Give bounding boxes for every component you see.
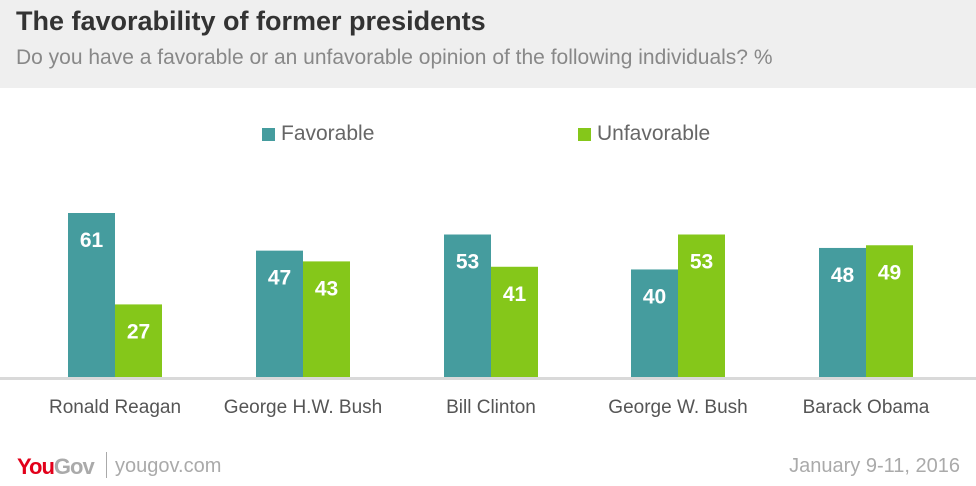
data-label: 53 [456, 251, 479, 274]
data-label: 53 [690, 251, 713, 274]
bar-unfavorable [491, 266, 538, 377]
legend-favorable: Favorable [262, 122, 374, 146]
data-label: 48 [831, 264, 855, 287]
bar-favorable [68, 213, 115, 377]
header: The favorability of former presidents Do… [0, 0, 976, 88]
bar-favorable [819, 247, 866, 377]
page-title: The favorability of former presidents [16, 6, 486, 36]
bar-favorable [631, 269, 678, 377]
divider [106, 452, 107, 478]
legend-swatch-favorable [262, 127, 275, 141]
legend-unfavorable: Unfavorable [578, 122, 710, 146]
legend-label: Unfavorable [597, 122, 711, 145]
legend-label: Favorable [281, 122, 375, 145]
category-label: George H.W. Bush [224, 397, 382, 418]
data-label: 49 [878, 261, 901, 284]
category-label: Barack Obama [803, 397, 930, 418]
x-axis [0, 377, 976, 380]
site-url[interactable]: yougov.com [115, 455, 222, 477]
category-label: Ronald Reagan [49, 397, 181, 418]
subtitle: Do you have a favorable or an unfavorabl… [16, 46, 773, 69]
category-label: Bill Clinton [446, 397, 536, 418]
data-label: 41 [503, 283, 527, 306]
date: January 9-11, 2016 [789, 455, 960, 477]
bar-unfavorable [303, 261, 350, 377]
yougov-logo: YouGov [17, 454, 95, 479]
data-label: 40 [643, 285, 666, 308]
data-label: 43 [315, 277, 338, 300]
data-label: 27 [127, 320, 150, 343]
bar-unfavorable [866, 245, 913, 377]
bar-favorable [256, 250, 303, 377]
data-label: 47 [268, 267, 291, 290]
bar-unfavorable [115, 304, 162, 377]
bar-unfavorable [678, 234, 725, 377]
bar-favorable [444, 234, 491, 377]
data-label: 61 [80, 229, 104, 252]
legend-swatch-unfavorable [578, 127, 591, 141]
category-label: George W. Bush [608, 397, 747, 418]
